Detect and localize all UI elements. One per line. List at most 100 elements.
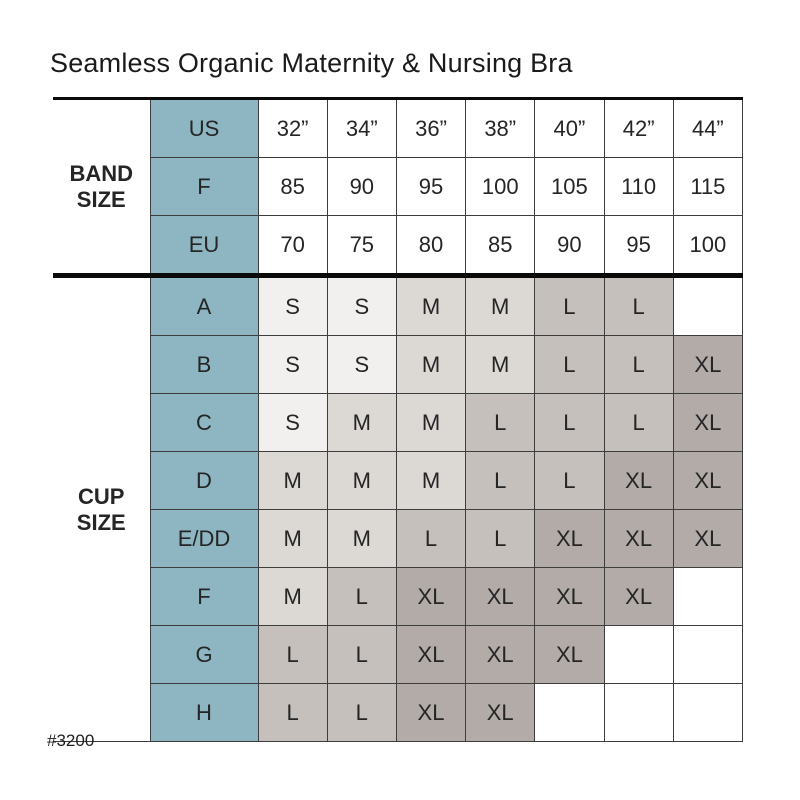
cup-row: F M L XL XL XL XL bbox=[53, 567, 744, 626]
cup-row: E/DD M M L L XL XL XL bbox=[53, 509, 744, 568]
size-cell: M bbox=[257, 567, 328, 626]
band-size-label: BAND SIZE bbox=[53, 97, 150, 276]
size-cell: XL bbox=[534, 509, 605, 568]
size-cell: XL bbox=[534, 625, 605, 684]
size-cell: XL bbox=[603, 567, 674, 626]
row-header-cell: D bbox=[149, 451, 259, 510]
size-cell: M bbox=[326, 393, 397, 452]
size-cell: 44” bbox=[672, 97, 744, 158]
cup-row: H L L XL XL bbox=[53, 683, 744, 742]
size-cell: M bbox=[395, 393, 467, 452]
size-cell: L bbox=[326, 625, 397, 684]
size-cell: 100 bbox=[465, 157, 536, 216]
size-cell: XL bbox=[603, 451, 674, 510]
cup-row: G L L XL XL XL bbox=[53, 625, 744, 684]
size-cell: M bbox=[395, 273, 467, 336]
size-cell: XL bbox=[603, 509, 674, 568]
size-cell: 40” bbox=[534, 97, 605, 158]
row-header-cell: C bbox=[149, 393, 259, 452]
product-code: #3200 bbox=[47, 731, 95, 750]
size-cell: L bbox=[465, 509, 536, 568]
size-cell: L bbox=[603, 335, 674, 394]
row-header-cell: H bbox=[149, 683, 259, 742]
size-cell: XL bbox=[672, 509, 744, 568]
size-cell: L bbox=[465, 451, 536, 510]
size-table-body: BAND SIZE US 32” 34” 36” 38” 40” 42” 44” F 85 90 95 1… bbox=[53, 97, 744, 742]
size-cell bbox=[672, 273, 744, 336]
size-cell: 32” bbox=[257, 97, 328, 158]
size-cell: XL bbox=[465, 567, 536, 626]
size-cell: 85 bbox=[465, 215, 536, 276]
size-cell: L bbox=[534, 273, 605, 336]
size-cell: S bbox=[326, 335, 397, 394]
size-cell: M bbox=[395, 451, 467, 510]
size-cell: XL bbox=[672, 393, 744, 452]
size-cell: 75 bbox=[326, 215, 397, 276]
size-cell: M bbox=[257, 509, 328, 568]
size-cell: 42” bbox=[603, 97, 674, 158]
size-cell: L bbox=[603, 393, 674, 452]
size-cell: XL bbox=[672, 335, 744, 394]
size-cell: 90 bbox=[326, 157, 397, 216]
size-cell bbox=[672, 567, 744, 626]
size-table: BAND SIZE US 32” 34” 36” 38” 40” 42” 44” F 85 90 95 1… bbox=[53, 97, 744, 742]
size-cell: L bbox=[395, 509, 467, 568]
band-row: F 85 90 95 100 105 110 115 bbox=[53, 157, 744, 216]
size-cell: 36” bbox=[395, 97, 467, 158]
size-cell: L bbox=[257, 625, 328, 684]
band-row: EU 70 75 80 85 90 95 100 bbox=[53, 215, 744, 276]
size-cell: L bbox=[326, 567, 397, 626]
cup-row: C S M M L L L XL bbox=[53, 393, 744, 452]
size-cell: XL bbox=[395, 683, 467, 742]
row-header-cell: G bbox=[149, 625, 259, 684]
size-cell: S bbox=[257, 335, 328, 394]
row-header-cell: EU bbox=[149, 215, 259, 276]
size-cell bbox=[603, 683, 674, 742]
size-cell: 105 bbox=[534, 157, 605, 216]
size-cell: M bbox=[326, 509, 397, 568]
size-cell bbox=[534, 683, 605, 742]
size-cell: 110 bbox=[603, 157, 674, 216]
size-cell: 90 bbox=[534, 215, 605, 276]
size-cell: 38” bbox=[465, 97, 536, 158]
row-header-cell: F bbox=[149, 157, 259, 216]
cup-row: D M M M L L XL XL bbox=[53, 451, 744, 510]
size-cell: XL bbox=[672, 451, 744, 510]
size-cell: XL bbox=[534, 567, 605, 626]
size-cell: 115 bbox=[672, 157, 744, 216]
size-cell: L bbox=[465, 393, 536, 452]
size-cell: L bbox=[257, 683, 328, 742]
size-cell: 95 bbox=[603, 215, 674, 276]
cup-size-label: CUP SIZE bbox=[53, 273, 150, 742]
size-cell: M bbox=[465, 273, 536, 336]
size-cell: M bbox=[465, 335, 536, 394]
row-header-cell: A bbox=[149, 273, 259, 336]
size-cell: 34” bbox=[326, 97, 397, 158]
size-cell: L bbox=[534, 451, 605, 510]
size-cell: 85 bbox=[257, 157, 328, 216]
size-cell bbox=[672, 625, 744, 684]
band-row: BAND SIZE US 32” 34” 36” 38” 40” 42” 44” bbox=[53, 97, 744, 276]
size-cell: 100 bbox=[672, 215, 744, 276]
size-cell: S bbox=[257, 273, 328, 336]
size-cell: L bbox=[534, 335, 605, 394]
size-cell: XL bbox=[465, 625, 536, 684]
size-cell: M bbox=[395, 335, 467, 394]
size-cell bbox=[603, 625, 674, 684]
size-cell: 80 bbox=[395, 215, 467, 276]
size-cell: XL bbox=[395, 567, 467, 626]
cup-row: CUP SIZE A S S M M L L bbox=[53, 273, 744, 742]
row-header-cell: B bbox=[149, 335, 259, 394]
size-cell: L bbox=[534, 393, 605, 452]
size-cell: L bbox=[326, 683, 397, 742]
row-header-cell: US bbox=[149, 97, 259, 158]
cup-row: B S S M M L L XL bbox=[53, 335, 744, 394]
row-header-cell: F bbox=[149, 567, 259, 626]
size-cell: L bbox=[603, 273, 674, 336]
size-cell: 70 bbox=[257, 215, 328, 276]
page-title: Seamless Organic Maternity & Nursing Bra bbox=[50, 48, 573, 78]
size-cell: 95 bbox=[395, 157, 467, 216]
size-cell: M bbox=[326, 451, 397, 510]
size-cell: S bbox=[257, 393, 328, 452]
